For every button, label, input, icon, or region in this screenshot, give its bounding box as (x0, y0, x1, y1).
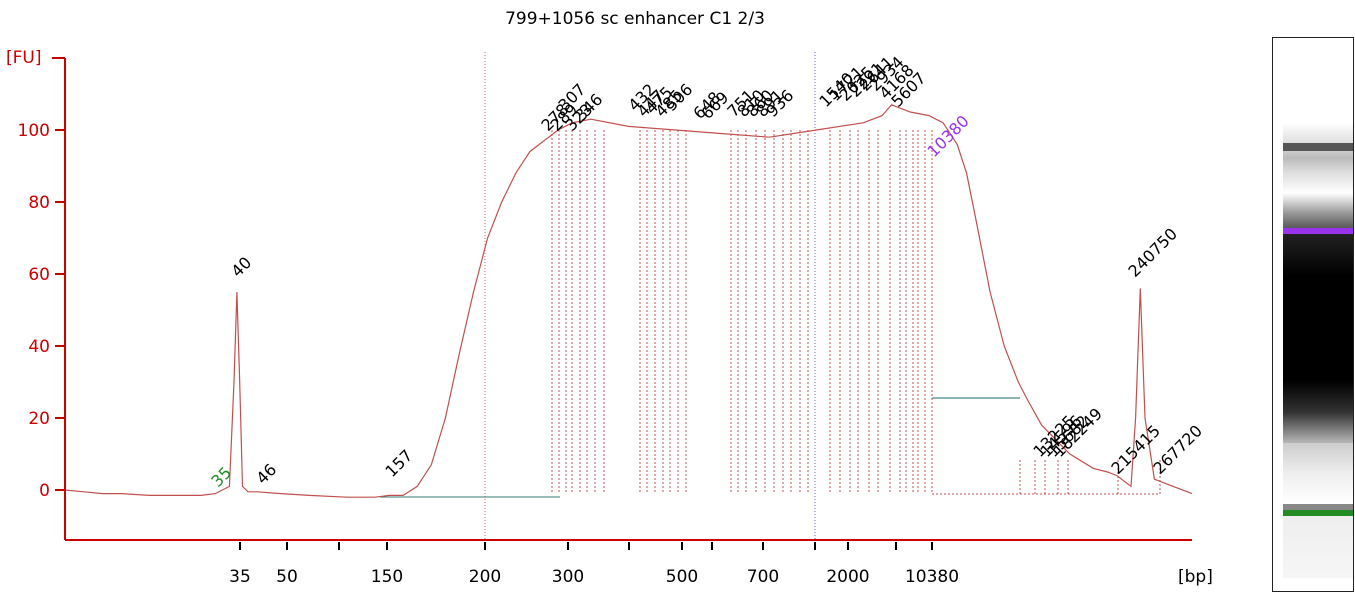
x-axis: 35 50 150 200 300 500 700 2000 10380 (65, 539, 1192, 587)
y-tick-label: 60 (28, 265, 50, 285)
y-tick-label: 40 (28, 337, 50, 357)
gel-image (1272, 37, 1354, 592)
peak-label: 40 (227, 253, 255, 281)
y-axis: 0 20 40 60 80 100 (18, 57, 66, 540)
gel-band (1283, 510, 1353, 516)
x-tick-label: 300 (552, 567, 584, 587)
x-axis-label: [bp] (1178, 567, 1213, 587)
gel-band (1283, 143, 1353, 151)
peak-label: 240750 (1124, 224, 1181, 281)
upper-marker-label: 10380 (923, 111, 972, 160)
trace-line (64, 104, 1193, 498)
x-tick-label: 700 (747, 567, 779, 587)
gel-band (1283, 123, 1353, 193)
lower-marker-label: 35 (207, 463, 235, 491)
gel-band (1283, 234, 1353, 444)
y-tick-label: 20 (28, 409, 50, 429)
gel-band (1283, 228, 1353, 234)
y-tick-label: 100 (18, 121, 50, 141)
x-tick-label: 200 (469, 567, 501, 587)
gel-band (1283, 193, 1353, 233)
gel-band (1283, 516, 1353, 578)
gel-band (1283, 443, 1353, 503)
x-tick-label: 10380 (905, 567, 959, 587)
peak-label: 46 (252, 460, 280, 488)
x-tick-label: 2000 (826, 567, 869, 587)
gel-band (1283, 504, 1353, 510)
peak-label: 157 (381, 446, 416, 481)
y-axis-label: [FU] (6, 48, 42, 68)
x-tick-label: 50 (276, 567, 298, 587)
x-tick-label: 35 (229, 567, 251, 587)
x-tick-label: 500 (666, 567, 698, 587)
y-tick-label: 0 (39, 481, 50, 501)
chart-title: 799+1056 sc enhancer C1 2/3 (505, 9, 765, 29)
y-tick-label: 80 (28, 193, 50, 213)
x-tick-label: 150 (371, 567, 403, 587)
